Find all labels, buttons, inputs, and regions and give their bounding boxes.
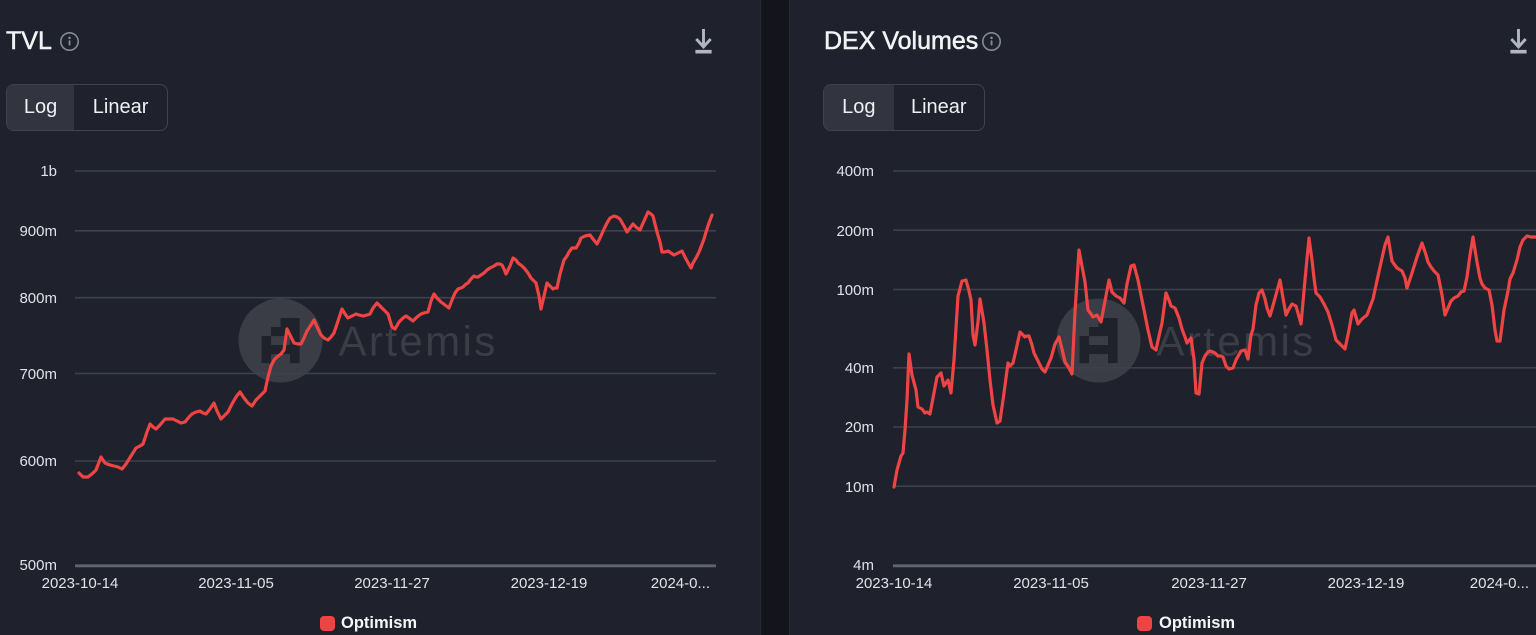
svg-text:Artemis: Artemis [339,318,498,365]
